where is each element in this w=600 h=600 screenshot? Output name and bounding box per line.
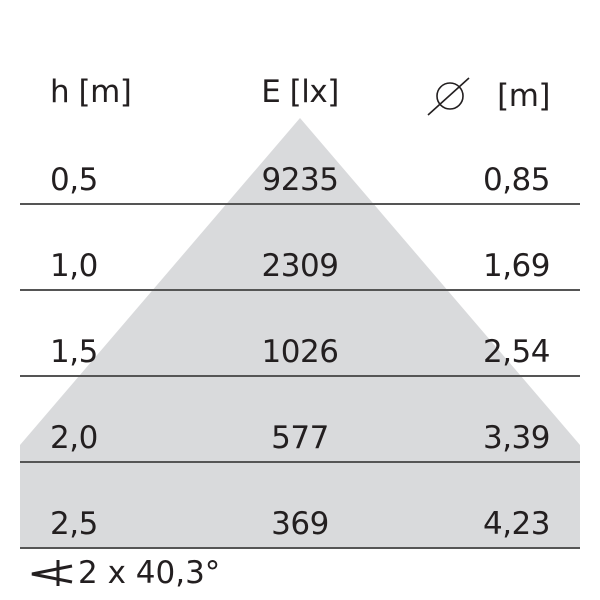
height-value: 1,0: [50, 248, 98, 284]
diameter-value: 2,54: [482, 334, 551, 370]
height-value: 2,0: [50, 420, 98, 456]
height-value: 0,5: [50, 162, 98, 198]
beam-angle-value: 2 x 40,3°: [78, 555, 221, 591]
diameter-value: 0,85: [482, 162, 551, 198]
light-cone: [20, 118, 580, 548]
diameter-header: [m]: [425, 74, 550, 118]
diameter-value: 3,39: [482, 420, 551, 456]
diameter-value: 1,69: [482, 248, 551, 284]
diameter-unit: [m]: [497, 78, 550, 114]
illuminance-value: 9235: [261, 162, 339, 198]
illuminance-value: 369: [271, 506, 329, 542]
illuminance-value: 2309: [261, 248, 339, 284]
height-header: h [m]: [50, 74, 132, 110]
illuminance-value: 577: [271, 420, 329, 456]
illuminance-value: 1026: [261, 334, 339, 370]
diameter-icon: [427, 77, 470, 116]
diameter-value: 4,23: [482, 506, 551, 542]
height-value: 1,5: [50, 334, 98, 370]
angle-icon: [31, 560, 73, 586]
height-value: 2,5: [50, 506, 98, 542]
illuminance-header: E [lx]: [261, 74, 339, 110]
beam-angle: 2 x 40,3°: [28, 555, 220, 591]
